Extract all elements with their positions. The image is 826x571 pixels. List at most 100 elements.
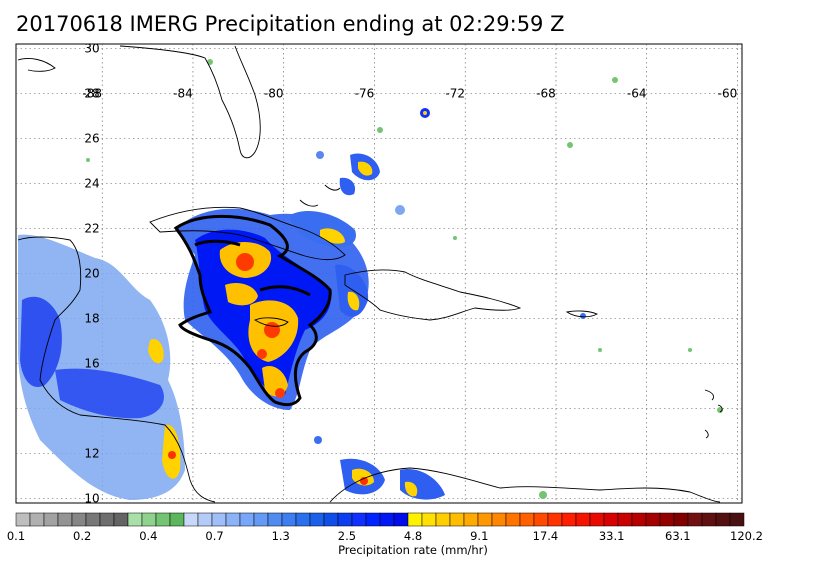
colorbar-swatch	[43, 512, 59, 527]
colorbar-title: Precipitation rate (mm/hr)	[338, 543, 488, 557]
storm-red-core-3	[257, 349, 267, 359]
colorbar-tick-label: 17.4	[532, 529, 559, 543]
colorbar-tick-label: 0.7	[205, 529, 224, 543]
latitude-label: 18	[84, 312, 99, 326]
precip-cell-haiti	[335, 264, 369, 317]
colorbar-swatch	[631, 512, 647, 527]
colorbar-swatch	[225, 512, 241, 527]
colorbar-swatch	[393, 512, 409, 527]
latitude-label: 30	[84, 42, 99, 56]
longitude-label: -72	[445, 87, 465, 101]
colorbar-swatch	[477, 512, 493, 527]
precip-cell-red-1	[168, 451, 176, 459]
latitude-label: 24	[84, 177, 99, 191]
colorbar-tick-label: 9.1	[470, 529, 489, 543]
colorbar-swatch	[295, 512, 311, 527]
map-title: 20170618 IMERG Precipitation ending at 0…	[16, 12, 565, 36]
colorbar-swatch	[617, 512, 633, 527]
colorbar-tick-label: 120.2	[730, 529, 763, 543]
longitude-label: -64	[627, 87, 647, 101]
precip-area-honduras	[55, 368, 164, 419]
latitude-label: 12	[84, 447, 99, 461]
colorbar-swatch	[603, 512, 619, 527]
coastline-yucatan	[17, 236, 82, 416]
colorbar-swatch	[589, 512, 605, 527]
storm-red-core-2	[264, 322, 280, 338]
colorbar-swatch	[267, 512, 283, 527]
colorbar-swatch	[15, 512, 31, 527]
colorbar-swatch	[29, 512, 45, 527]
storm-outline	[173, 214, 332, 407]
coastline-cuba	[149, 206, 346, 261]
longitude-label: -60	[718, 87, 738, 101]
colorbar-swatch	[715, 512, 731, 527]
colorbar-swatch	[169, 512, 185, 527]
colorbar-tick-label: 63.1	[665, 529, 691, 543]
colorbar-swatch	[155, 512, 171, 527]
colorbar-swatch	[57, 512, 73, 527]
colorbar-swatch	[449, 512, 465, 527]
colorbar-swatch	[729, 512, 745, 527]
colorbar-swatch	[561, 512, 577, 527]
longitude-label: -68	[536, 87, 556, 101]
longitude-label: -84	[173, 87, 193, 101]
colorbar-swatch	[281, 512, 297, 527]
colorbar-swatch	[701, 512, 717, 527]
colorbar-swatch	[575, 512, 591, 527]
colorbar-swatch	[407, 512, 423, 527]
colorbar-swatch	[183, 512, 199, 527]
latitude-label: 28	[84, 87, 99, 101]
colorbar-swatch	[99, 512, 115, 527]
coastline-central-america	[79, 414, 216, 503]
coastline-bahamas	[299, 184, 341, 207]
precip-area-central-america-core	[20, 296, 62, 388]
latitude-label: 16	[84, 357, 99, 371]
colorbar-tick-label: 0.2	[73, 529, 92, 543]
precip-cell-colombia-yellow	[404, 481, 418, 497]
longitude-labels: -88 -84 -80 -76 -72 -68 -64 -60	[82, 87, 737, 101]
precip-dot	[539, 491, 547, 499]
colorbar-swatch	[253, 512, 269, 527]
precip-dot	[612, 77, 618, 83]
precip-dot	[395, 205, 405, 215]
colorbar-swatch	[645, 512, 661, 527]
colorbar-swatch	[687, 512, 703, 527]
longitude-label: -88	[82, 87, 102, 101]
coastline-south-america	[329, 467, 721, 503]
colorbar-swatch	[127, 512, 143, 527]
colorbar-tick-label: 1.3	[271, 529, 290, 543]
precip-cell-haiti-core	[347, 291, 360, 311]
colorbar-tick-label: 33.1	[598, 529, 625, 543]
colorbar-swatch	[365, 512, 381, 527]
precip-dot	[580, 313, 586, 319]
precip-cell-yellow-1	[148, 339, 164, 364]
storm-red-core-1	[236, 253, 254, 271]
colorbar-tick-label: 4.8	[403, 529, 423, 543]
latitude-labels: 30 28 26 24 22 20 18 16 12 10	[84, 42, 99, 506]
colorbar-swatch	[85, 512, 101, 527]
colorbar-swatch	[379, 512, 395, 527]
precip-dot	[688, 348, 692, 352]
coastline-puerto-rico	[565, 310, 599, 318]
colorbar-swatch	[505, 512, 521, 527]
latitude-label: 22	[84, 222, 99, 236]
precip-cell-north-2	[339, 177, 356, 196]
colorbar-swatch	[197, 512, 213, 527]
colorbar-swatch	[547, 512, 563, 527]
coastline-louisiana	[17, 57, 56, 72]
latitude-label: 20	[84, 267, 99, 281]
precip-area-central-america	[18, 234, 185, 501]
colorbar-swatch	[113, 512, 129, 527]
coastlines	[17, 45, 723, 503]
colorbar-swatch	[463, 512, 479, 527]
precip-dot	[598, 348, 602, 352]
precip-dot	[453, 236, 457, 240]
longitude-label: -80	[264, 87, 284, 101]
longitude-label: -76	[355, 87, 375, 101]
latitude-label: 26	[84, 132, 99, 146]
colorbar-tick-label: 2.5	[337, 529, 357, 543]
colorbar-swatch	[71, 512, 87, 527]
storm-red-core-4	[275, 388, 285, 398]
colorbar-swatch	[323, 512, 339, 527]
